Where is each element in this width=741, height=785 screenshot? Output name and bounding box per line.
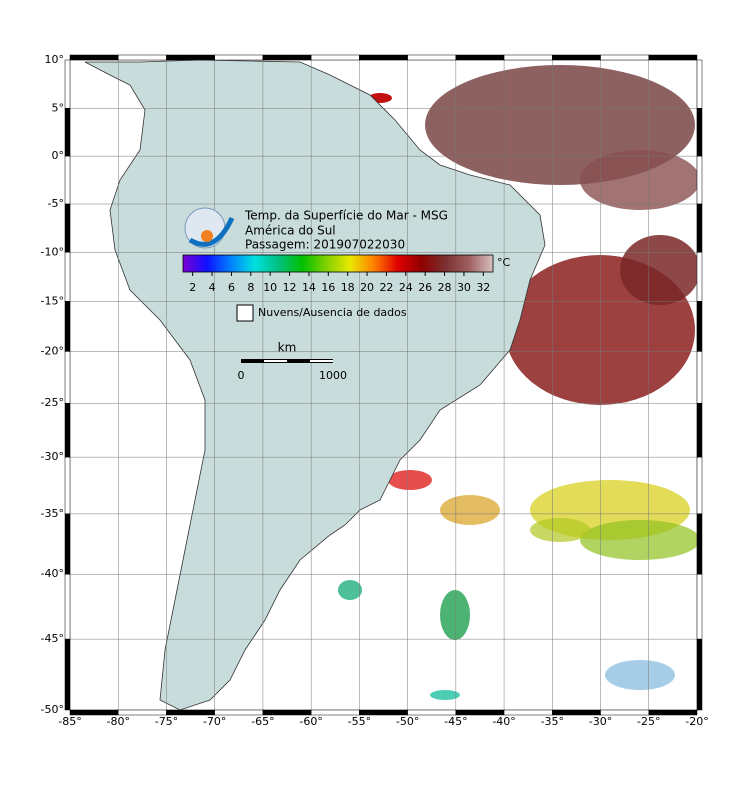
colorbar-label: 14 [302,281,316,294]
pass: Passagem: 201907022030 [245,238,405,252]
frame-bar [310,54,360,61]
lon-label: -85° [58,715,81,728]
frame-bar [455,54,505,61]
colorbar-label: 10 [263,281,277,294]
scale-start: 0 [238,369,245,382]
colorbar-label: 26 [418,281,432,294]
lon-label: -35° [541,715,564,728]
frame-bar [648,709,698,716]
frame-bar [64,155,71,205]
lon-label: -75° [155,715,178,728]
frame-bar [696,252,703,302]
colorbar-label: 24 [399,281,413,294]
colorbar-label: 4 [209,281,216,294]
lon-label: -70° [203,715,226,728]
frame-bar [69,54,119,61]
frame-bar [359,54,408,61]
lat-label: -50° [41,703,64,716]
scale-end: 1000 [319,369,347,382]
frame [64,54,703,716]
frame-bar [648,54,698,61]
colorbar-label: 8 [247,281,254,294]
lat-label: -40° [41,567,64,580]
colorbar [182,254,494,276]
frame-bar [262,54,312,61]
scale-bar [241,359,333,363]
lat-label: -45° [41,632,64,645]
lat-label: 10° [45,53,65,66]
colorbar-label: 20 [360,281,374,294]
colorbar-label: 22 [379,281,393,294]
frame-bar [64,456,71,515]
sst-patches [338,65,700,700]
frame-bar [64,573,71,640]
colorbar-bar [182,254,494,273]
frame-bar [503,54,553,61]
frame-bar [696,351,703,404]
lat-label: -25° [41,396,64,409]
colorbar-label: 16 [321,281,335,294]
logo [184,207,235,249]
region: América do Sul [245,224,336,238]
frame-bar [64,513,71,575]
legend-label: Nuvens/Ausencia de dados [258,306,407,319]
colorbar-label: 30 [457,281,471,294]
frame-bar [696,638,703,711]
lat-label: -20° [41,344,64,357]
lon-label: -80° [106,715,129,728]
colorbar-label: 28 [438,281,452,294]
colorbar-label: 2 [189,281,196,294]
colorbar-unit: °C [497,256,511,269]
frame-bar [696,108,703,157]
frame-bar [117,54,167,61]
frame-bar [696,456,703,515]
lon-label: -45° [444,715,467,728]
frame-bar [214,54,264,61]
lon-label: -40° [492,715,515,728]
lat-label: -10° [41,245,64,258]
legend-box [236,304,254,322]
lat-label: 5° [52,101,65,114]
frame-bar [64,252,71,302]
colorbar-label: 32 [476,281,490,294]
scale-unit: km [278,341,297,355]
lat-label: -30° [41,450,64,463]
frame-bar [600,54,650,61]
frame-bar [696,59,703,109]
frame-bar [552,54,601,61]
frame-bar [64,108,71,157]
frame-bar [696,513,703,575]
frame-bar [696,155,703,205]
colorbar-label: 12 [283,281,297,294]
frame-bar [696,402,703,458]
frame-bar [696,573,703,640]
frame-bar [696,203,703,253]
colorbar-label: 18 [341,281,355,294]
frame-bar [166,54,215,61]
frame-bar [64,402,71,458]
lon-label: -20° [685,715,708,728]
lon-label: -60° [299,715,322,728]
frame-bar [64,301,71,352]
frame-bar [696,301,703,352]
frame-bar [64,638,71,711]
frame-bar [64,59,71,109]
frame-bar [64,203,71,253]
lat-label: -15° [41,294,64,307]
lat-label: -35° [41,507,64,520]
lon-label: -65° [251,715,274,728]
lon-label: -50° [396,715,419,728]
lat-label: 0° [52,149,65,162]
lon-label: -55° [348,715,371,728]
lon-label: -25° [637,715,660,728]
colorbar-label: 6 [228,281,235,294]
lon-label: -30° [589,715,612,728]
frame-bar [407,54,457,61]
lat-label: -5° [48,197,64,210]
frame-bar [64,351,71,404]
title: Temp. da Superfície do Mar - MSG [244,209,448,223]
